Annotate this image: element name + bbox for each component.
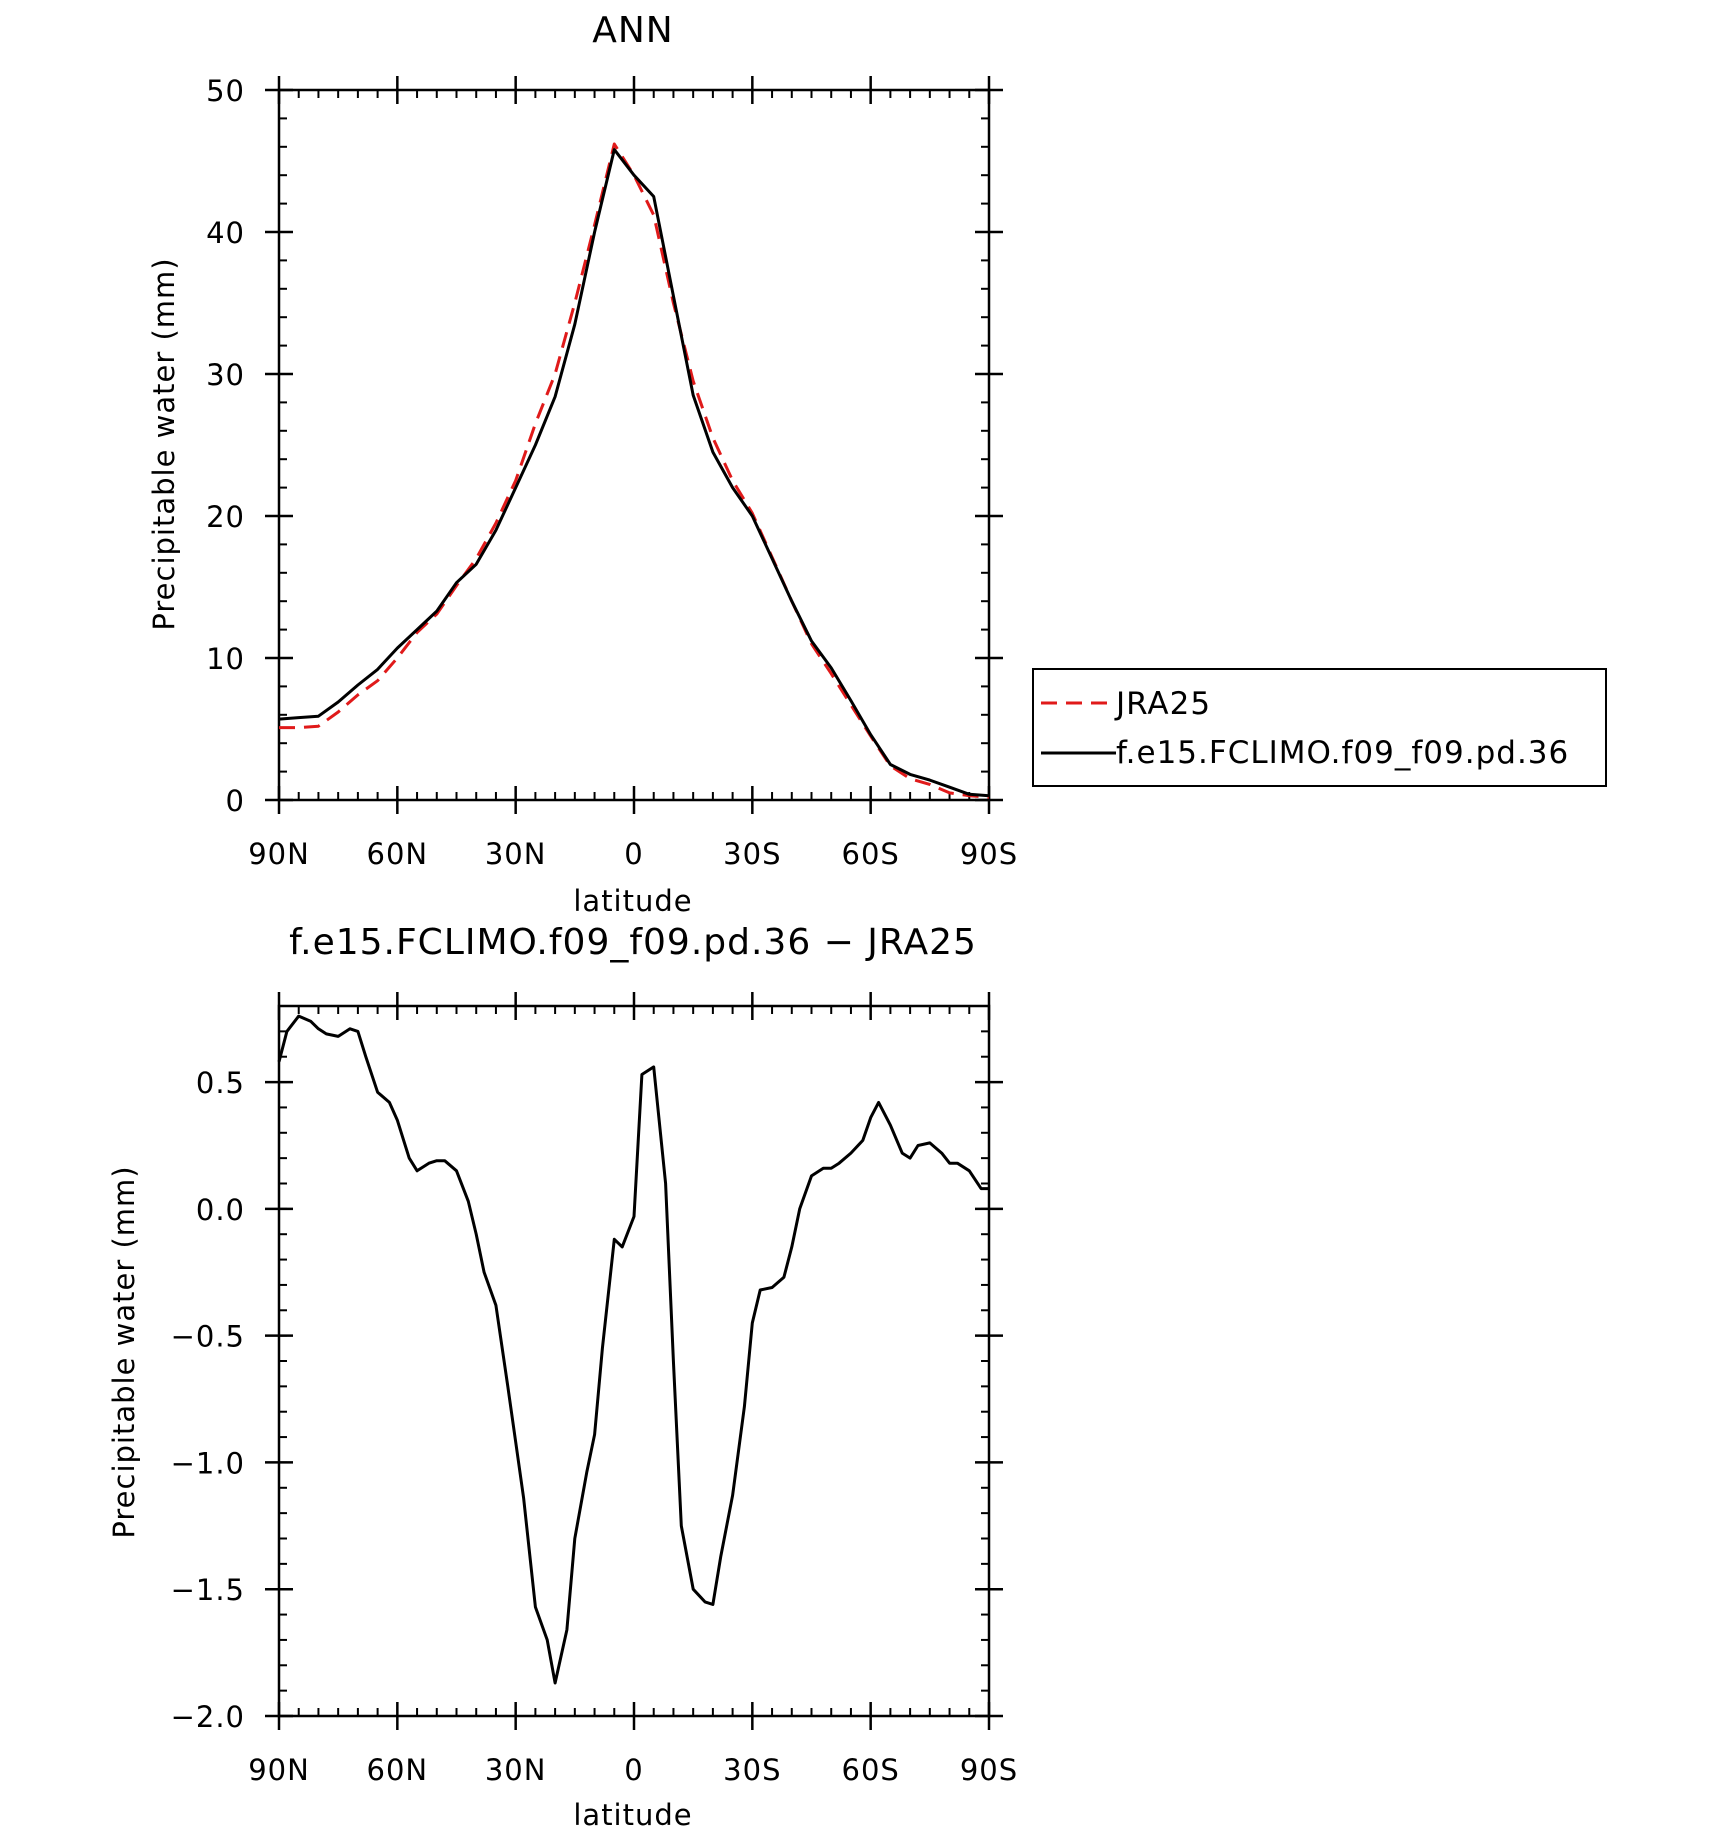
y-tick-label: 10 (206, 642, 245, 676)
x-axis-label: latitude (573, 884, 692, 918)
x-tick-label: 0 (624, 837, 643, 871)
chart-title: f.e15.FCLIMO.f09_f09.pd.36 − JRA25 (289, 922, 977, 963)
legend-label-model: f.e15.FCLIMO.f09_f09.pd.36 (1116, 735, 1569, 771)
y-tick-label: −1.5 (171, 1573, 245, 1607)
y-tick-label: 0.5 (196, 1066, 245, 1100)
y-tick-label: 0 (226, 784, 245, 818)
annual-mean-chart: ANN Precipitable water (mm) latitude 90N… (147, 10, 1018, 918)
legend-box (1032, 668, 1607, 787)
y-tick-label: 0.0 (196, 1193, 245, 1227)
y-axis-label: Precipitable water (mm) (147, 257, 181, 630)
series-line-0 (277, 1014, 989, 1685)
x-tick-label: 30N (485, 1753, 547, 1787)
series-line-0 (279, 142, 990, 799)
x-tick-label: 90N (248, 1753, 310, 1787)
x-tick-label: 0 (624, 1753, 643, 1787)
y-axis-label: Precipitable water (mm) (107, 1165, 141, 1538)
y-tick-label: 30 (206, 358, 245, 392)
chart-title: ANN (592, 10, 674, 51)
x-axis-label: latitude (573, 1798, 692, 1832)
x-tick-label: 90N (248, 837, 310, 871)
x-tick-label: 60N (367, 837, 429, 871)
legend: JRA25 f.e15.FCLIMO.f09_f09.pd.36 (1032, 668, 1607, 787)
y-tick-label: 20 (206, 500, 245, 534)
x-tick-label: 90S (960, 1753, 1018, 1787)
x-tick-label: 30S (723, 837, 781, 871)
plot-frame (277, 88, 991, 802)
x-tick-label: 30N (485, 837, 547, 871)
y-tick-label: −0.5 (171, 1320, 245, 1354)
x-tick-label: 60S (842, 1753, 900, 1787)
series-line-1 (278, 148, 990, 798)
y-tick-label: −1.0 (171, 1446, 245, 1480)
plot-area: 90N 60N 30N 0 30S 60S 90S 0 10 20 30 40 50 (206, 74, 1018, 871)
x-tick-label: 90S (960, 837, 1018, 871)
y-tick-label: −2.0 (171, 1700, 245, 1734)
x-tick-label: 60S (842, 837, 900, 871)
x-tick-label: 60N (367, 1753, 429, 1787)
y-tick-label: 40 (206, 216, 245, 250)
difference-chart: f.e15.FCLIMO.f09_f09.pd.36 − JRA25 Preci… (107, 922, 1018, 1832)
plot-area: 90N 60N 30N 0 30S 60S 90S 0.5 0.0 −0.5 −1.0 −1.5 −2.… (171, 992, 1018, 1787)
legend-label-jra25: JRA25 (1114, 686, 1211, 722)
y-tick-label: 50 (206, 74, 245, 108)
x-tick-label: 30S (723, 1753, 781, 1787)
